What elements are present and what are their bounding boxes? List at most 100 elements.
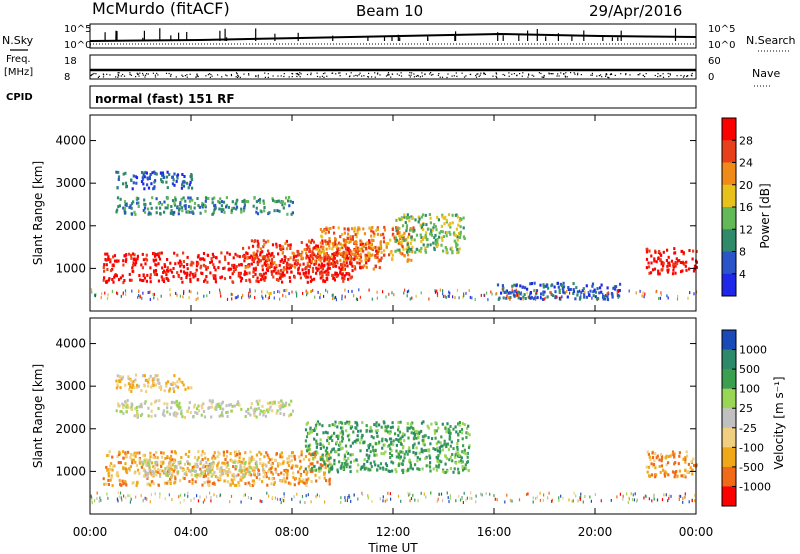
velocity-cell: [259, 409, 262, 413]
power-cell: [185, 273, 188, 277]
velocity-cell: [189, 470, 192, 474]
velocity-cell: [149, 374, 152, 378]
nave-dot: [283, 75, 285, 78]
velocity-cell: [328, 479, 331, 483]
velocity-noise-cell: [489, 492, 491, 496]
velocity-cell: [146, 462, 150, 465]
power-cell: [368, 246, 371, 250]
power-cell: [173, 183, 176, 187]
power-cell: [341, 252, 344, 256]
velocity-cell: [292, 471, 295, 475]
power-cell: [189, 206, 192, 210]
velocity-cell: [347, 451, 350, 455]
velocity-cell: [154, 470, 157, 474]
power-noise-cell: [463, 294, 465, 298]
power-noise-cell: [618, 290, 620, 294]
nave-dot: [350, 72, 352, 74]
velocity-cell: [315, 422, 319, 426]
velocity-cell: [247, 407, 250, 411]
velocity-cell: [324, 466, 327, 470]
velocity-cell: [461, 450, 464, 454]
velocity-cell: [367, 467, 370, 471]
nave-dot: [102, 76, 105, 78]
power-cell: [163, 269, 166, 273]
power-cell: [317, 267, 320, 271]
nave-dot: [230, 73, 232, 76]
nave-dot: [573, 72, 575, 74]
velocity-cell: [140, 402, 143, 406]
velocity-cell: [107, 478, 110, 482]
velocity-noise-cell: [631, 498, 634, 502]
nave-dot: [541, 76, 543, 78]
velocity-cell: [258, 399, 261, 403]
power-cell: [275, 242, 278, 246]
nave-dot: [645, 73, 647, 75]
velocity-cell: [221, 461, 224, 465]
power-cell: [250, 262, 253, 266]
velocity-cell: [401, 450, 405, 454]
power-cell: [264, 240, 267, 244]
nave-dot: [527, 76, 529, 78]
power-cell: [615, 285, 618, 289]
power-cell: [184, 199, 187, 203]
power-cell: [654, 250, 657, 254]
power-cell: [371, 226, 374, 229]
power-cell: [451, 213, 454, 217]
velocity-cell: [361, 434, 364, 437]
velocity-cell: [456, 442, 459, 445]
power-cell: [688, 249, 691, 252]
power-cell: [408, 249, 411, 253]
velocity-noise-cell: [684, 495, 686, 499]
power-noise-cell: [371, 297, 373, 301]
velocity-cell: [283, 479, 286, 483]
velocity-cell: [435, 442, 438, 446]
velocity-cell: [210, 405, 213, 409]
power-cell: [124, 181, 128, 185]
velocity-noise-cell: [250, 496, 252, 500]
power-cell: [151, 196, 154, 200]
velocity-cell: [316, 460, 319, 464]
power-cell: [428, 213, 431, 216]
power-cell: [588, 293, 591, 297]
velocity-noise-cell: [280, 501, 282, 505]
power-cell: [179, 260, 182, 264]
power-noise-cell: [687, 296, 689, 300]
power-noise-cell: [94, 294, 96, 298]
power-cell: [434, 239, 437, 242]
nave-dot: [377, 72, 379, 74]
velocity-cell: [349, 453, 352, 457]
velocity-cell: [665, 471, 668, 475]
power-cell: [377, 249, 380, 253]
power-cell: [191, 186, 194, 190]
nave-dot: [475, 74, 477, 77]
power-cell: [383, 225, 386, 229]
velocity-cell: [235, 474, 238, 478]
velocity-cell: [159, 472, 162, 476]
velocity-noise-cell: [389, 492, 391, 496]
power-noise-cell: [448, 294, 450, 298]
velocity-cell: [463, 451, 466, 455]
power-cell: [456, 235, 459, 239]
power-cell: [279, 200, 282, 204]
velocity-noise-cell: [466, 496, 468, 500]
velocity-cell: [144, 400, 147, 404]
velocity-cell: [329, 435, 333, 439]
nave-dot: [574, 73, 576, 75]
velocity-noise-cell: [282, 499, 284, 503]
power-cell: [105, 263, 108, 267]
velocity-cell: [324, 449, 327, 453]
power-cell: [342, 262, 345, 266]
power-noise-cell: [616, 291, 618, 295]
velocity-noise-cell: [159, 495, 161, 499]
power-cell: [289, 279, 292, 283]
velocity-noise-cell: [535, 497, 537, 500]
nave-dot: [513, 73, 515, 75]
nave-dot: [637, 74, 639, 76]
power-cell: [301, 250, 304, 254]
velocity-cell: [227, 403, 231, 407]
velocity-noise-cell: [663, 493, 665, 497]
power-cell: [265, 263, 268, 267]
velocity-cell: [387, 430, 390, 434]
power-cell: [349, 239, 352, 243]
time-tick-label: 08:00: [275, 525, 310, 539]
